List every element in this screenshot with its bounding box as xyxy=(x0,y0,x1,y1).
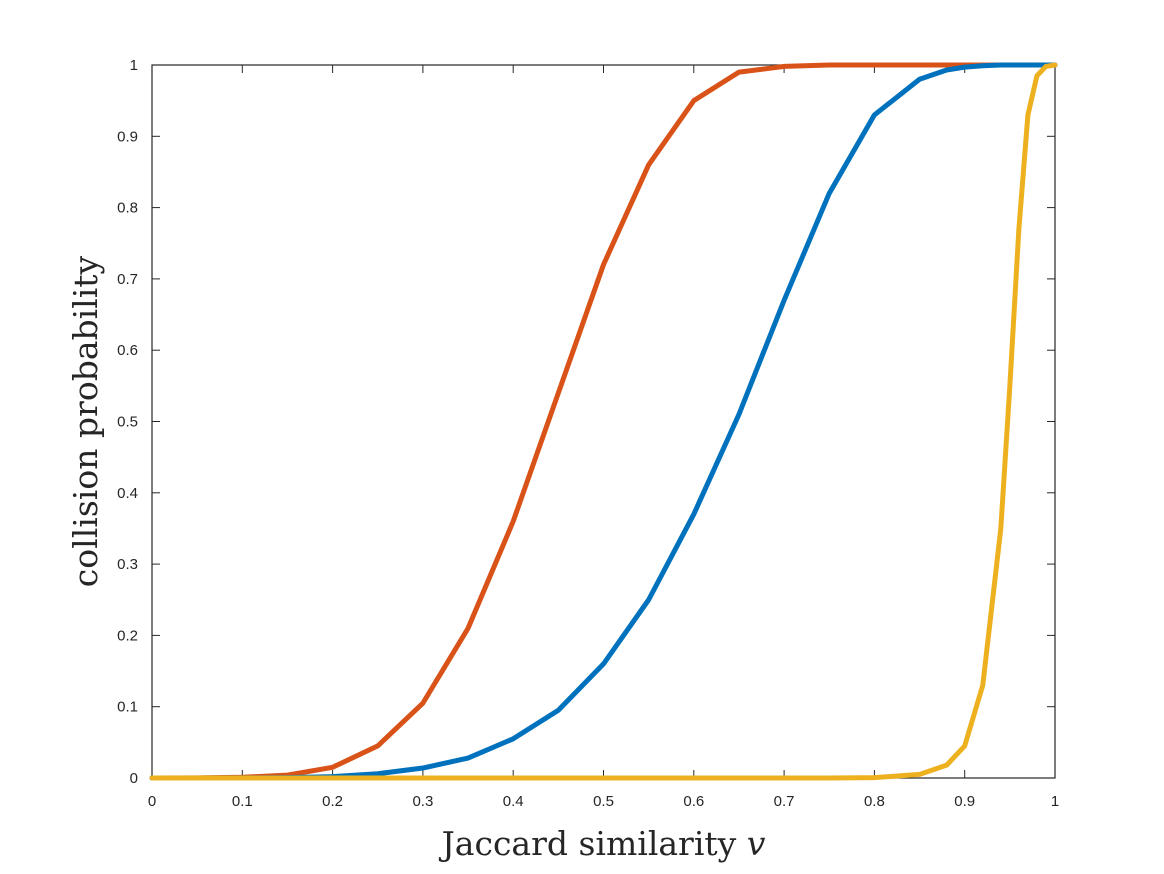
plot-area xyxy=(151,64,1056,779)
y-tick-label: 0 xyxy=(130,770,138,787)
x-tick-label: 1 xyxy=(1051,793,1059,810)
series-line-blue xyxy=(149,62,1058,781)
x-tick-label: 0 xyxy=(148,793,156,810)
y-tick-label: 0.8 xyxy=(117,200,138,217)
x-tick-label: 0.1 xyxy=(232,793,253,810)
x-tick-label: 0.8 xyxy=(864,793,885,810)
x-tick-label: 0.4 xyxy=(503,793,524,810)
x-tick-label: 0.2 xyxy=(322,793,343,810)
y-tick-label: 0.2 xyxy=(117,627,138,644)
x-axis-label: Jaccard similarity v xyxy=(439,824,766,863)
x-axis-label-variable: v xyxy=(747,824,766,863)
x-tick-label: 0.3 xyxy=(412,793,433,810)
x-tick-label: 0.6 xyxy=(683,793,704,810)
y-tick-label: 0.4 xyxy=(117,485,138,502)
y-tick-label: 0.3 xyxy=(117,556,138,573)
y-axis-label: collision probability xyxy=(66,255,105,587)
y-tick-label: 1 xyxy=(130,57,138,74)
y-tick-label: 0.6 xyxy=(117,342,138,359)
y-tick-label: 0.7 xyxy=(117,271,138,288)
y-tick-label: 0.5 xyxy=(117,414,138,431)
x-tick-label: 0.7 xyxy=(774,793,795,810)
y-tick-label: 0.1 xyxy=(117,699,138,716)
x-tick-label: 0.9 xyxy=(954,793,975,810)
x-axis-label-text: Jaccard similarity xyxy=(439,824,747,863)
y-tick-label: 0.9 xyxy=(117,128,138,145)
series-line-yellow xyxy=(149,62,1058,781)
x-tick-label: 0.5 xyxy=(593,793,614,810)
